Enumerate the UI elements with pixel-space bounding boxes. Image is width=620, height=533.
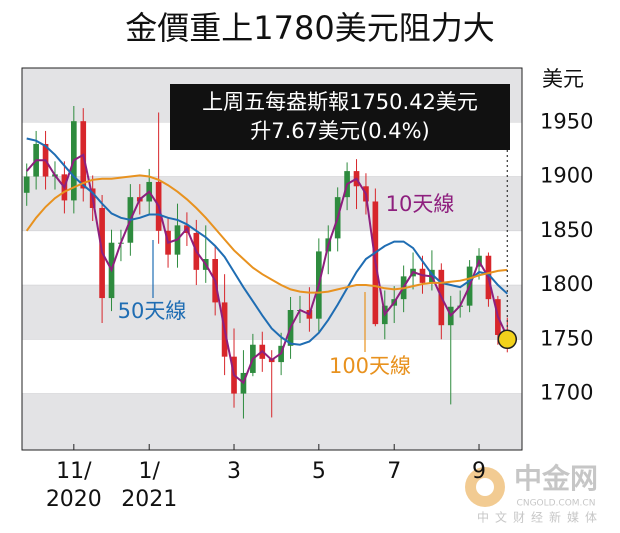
grid-band: [22, 285, 522, 340]
x-tick-label: 1/ 2021: [121, 459, 178, 512]
ma-line: [25, 174, 508, 294]
ma-line: [25, 153, 509, 385]
plot-frame: [21, 67, 523, 451]
candle-body: [23, 176, 30, 193]
y-tick-label: 1850: [540, 218, 593, 242]
x-tick-label: 9: [472, 459, 487, 484]
grid-band: [22, 176, 522, 231]
callout-text: 上周五每盎斯報1750.42美元: [202, 90, 478, 114]
ma-line: [26, 137, 508, 346]
watermark-slogan: 中文财经新媒体: [477, 510, 603, 525]
callout-text: 升7.67美元(0.4%): [250, 119, 430, 143]
watermark-name: 中金网: [514, 462, 598, 495]
callout-box: [170, 84, 510, 150]
x-tick-label: 3: [227, 459, 242, 484]
x-tick-label: 7: [387, 459, 402, 484]
series-label: 50天線: [118, 299, 187, 323]
watermark-logo-inner: [476, 478, 494, 496]
x-tick-label: 5: [311, 459, 326, 484]
series-label: 100天線: [329, 354, 411, 378]
x-tick-label: 11/ 2020: [45, 459, 102, 512]
y-tick-label: 1750: [540, 326, 593, 350]
last-price-marker: [497, 329, 518, 350]
y-tick-label: 1950: [540, 109, 593, 133]
y-tick-label: 1800: [540, 272, 593, 296]
watermark-site: CNGOLD.COM.CN: [517, 499, 596, 509]
y-tick-label: 1700: [540, 381, 593, 405]
y-tick-label: 1900: [540, 164, 593, 188]
series-label: 10天線: [386, 192, 455, 216]
y-unit: 美元: [542, 67, 584, 91]
chart-title: 金價重上1780美元阻力大: [125, 9, 494, 47]
